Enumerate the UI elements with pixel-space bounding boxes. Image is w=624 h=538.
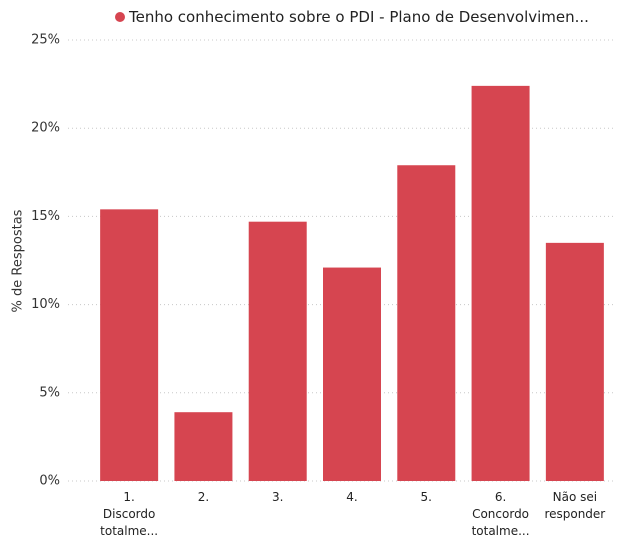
legend-marker (115, 12, 125, 22)
y-tick-label: 0% (39, 474, 60, 489)
x-tick-label: 6. Concordo totalme... (471, 490, 530, 538)
bar (174, 412, 233, 481)
bar (323, 267, 381, 481)
y-tick-label: 15% (31, 209, 60, 224)
y-tick-label: 5% (39, 385, 60, 400)
legend: Tenho conhecimento sobre o PDI - Plano d… (115, 8, 589, 26)
bar (471, 85, 530, 481)
y-tick-label: 10% (31, 297, 60, 312)
y-axis-title: % de Respostas (11, 209, 26, 312)
legend-label: Tenho conhecimento sobre o PDI - Plano d… (129, 8, 589, 26)
x-tick-label: 3. (271, 490, 284, 504)
x-tick-label: 5. (420, 490, 432, 504)
x-tick-label: Não sei responder (544, 490, 606, 521)
y-tick-label: 20% (31, 121, 60, 136)
x-tick-label: 4. (346, 490, 358, 504)
bar (397, 165, 456, 481)
bar (545, 242, 604, 481)
y-tick-label: 25% (31, 33, 60, 48)
x-tick-label: 2. (197, 490, 210, 504)
x-tick-label: 1. Discordo totalme... (100, 490, 159, 538)
bar (248, 221, 307, 481)
bar (100, 209, 159, 481)
